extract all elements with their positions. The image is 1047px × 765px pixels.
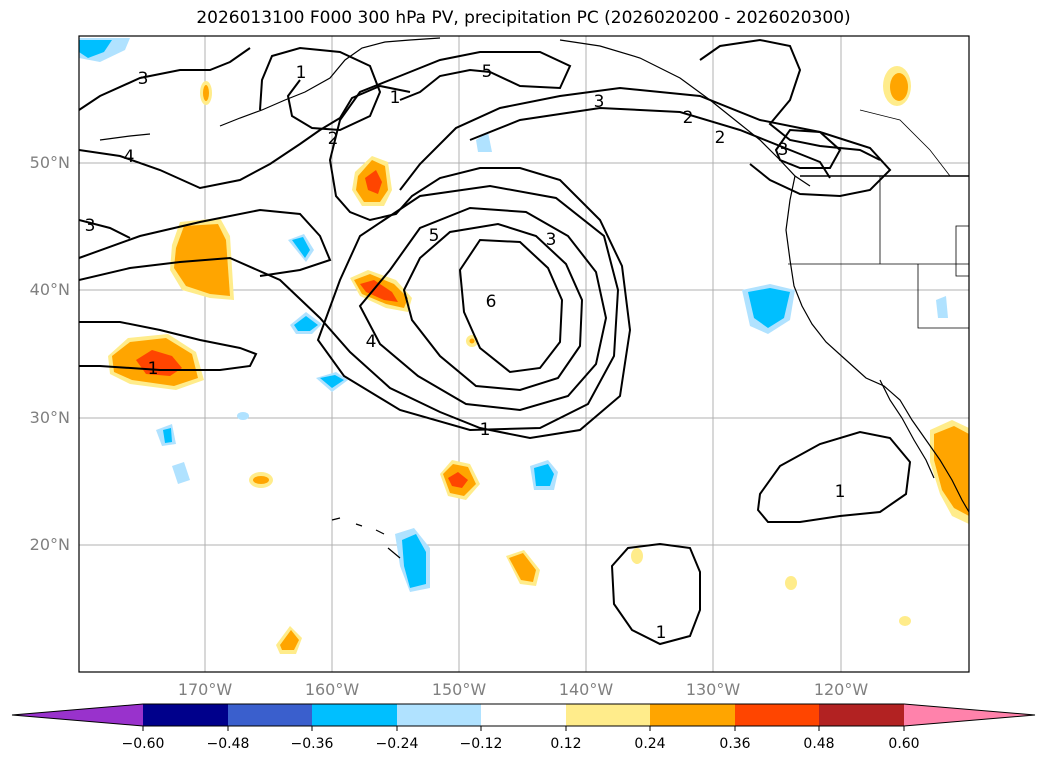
precip-negative-area xyxy=(163,428,172,443)
colorbar-segment xyxy=(650,704,735,726)
colorbar-segment xyxy=(397,704,481,726)
contour-label: 3 xyxy=(546,230,557,250)
colorbar-tick-label: 0.48 xyxy=(803,736,835,752)
precip-negative-area xyxy=(534,464,554,486)
precip-positive-area xyxy=(360,280,398,302)
lat-label: 40°N xyxy=(29,280,70,299)
colorbar-segment xyxy=(228,704,312,726)
colorbar-segment xyxy=(735,704,819,726)
colorbar-extend-low xyxy=(12,704,143,726)
precip-positive-area xyxy=(365,170,382,194)
contour-label: 6 xyxy=(486,292,497,312)
contour-label: 4 xyxy=(366,332,377,352)
colorbar-tick-label: −0.12 xyxy=(459,736,503,752)
contour-label: 5 xyxy=(429,226,440,246)
precip-positive-area xyxy=(509,553,536,582)
contour-label: 3 xyxy=(778,140,789,160)
map-frame xyxy=(78,35,970,673)
colorbar-segment xyxy=(481,704,566,726)
contour-label: 4 xyxy=(124,147,135,167)
contour-label-layer: 3 1 5 1 3 2 4 2 2 3 3 5 3 6 4 1 1 1 1 xyxy=(85,62,846,643)
lon-label: 140°W xyxy=(558,680,614,699)
precip-negative-area xyxy=(748,288,790,328)
colorbar-segment xyxy=(566,704,650,726)
precip-negative-area xyxy=(402,534,426,588)
colorbar-extend-high xyxy=(904,704,1035,726)
contour-label: 5 xyxy=(482,62,493,82)
contour-label: 3 xyxy=(85,216,96,236)
precip-positive-area xyxy=(899,616,911,626)
colorbar-tick-label: −0.24 xyxy=(375,736,419,752)
colorbar-tick-label: −0.48 xyxy=(206,736,250,752)
map-title: 2026013100 F000 300 hPa PV, precipitatio… xyxy=(196,8,851,28)
precip-positive-area xyxy=(203,85,209,101)
lat-label: 50°N xyxy=(29,153,70,172)
contour-label: 1 xyxy=(296,63,307,83)
precip-positive-area xyxy=(253,476,269,484)
lon-label: 150°W xyxy=(431,680,487,699)
contour-label: 2 xyxy=(683,108,694,128)
lon-label: 130°W xyxy=(685,680,741,699)
precip-shading xyxy=(79,38,969,654)
colorbar-tick-label: 0.36 xyxy=(719,736,751,752)
precip-positive-area xyxy=(280,630,299,650)
precip-negative-area xyxy=(936,296,948,318)
colorbar xyxy=(11,703,1036,731)
lon-label: 120°W xyxy=(813,680,869,699)
lon-label: 160°W xyxy=(304,680,360,699)
precip-negative-area xyxy=(79,40,112,58)
precip-negative-area xyxy=(476,132,492,152)
precip-positive-area xyxy=(469,338,475,344)
lat-label: 30°N xyxy=(29,408,70,427)
contour-label: 2 xyxy=(328,129,339,149)
colorbar-segment xyxy=(143,704,228,726)
pv-contours xyxy=(79,38,912,646)
precip-negative-area xyxy=(320,375,344,388)
colorbar-tick-label: 0.60 xyxy=(888,736,920,752)
precip-positive-area xyxy=(448,472,468,488)
contour-label: 2 xyxy=(715,128,726,148)
contour-label: 3 xyxy=(594,92,605,112)
contour-label: 1 xyxy=(656,623,667,643)
lat-label: 20°N xyxy=(29,535,70,554)
colorbar-tick-label: −0.36 xyxy=(290,736,334,752)
contour-label: 1 xyxy=(148,359,159,379)
colorbar-segment xyxy=(819,704,904,726)
contour-label: 1 xyxy=(390,88,401,108)
colorbar-tick-label: 0.12 xyxy=(550,736,582,752)
precip-positive-area xyxy=(934,426,969,516)
contour-label: 1 xyxy=(835,482,846,502)
contour-label: 1 xyxy=(480,420,491,440)
precip-positive-area xyxy=(785,576,797,590)
contour-label: 3 xyxy=(138,69,149,89)
precip-positive-area xyxy=(890,73,908,101)
precip-negative-area xyxy=(294,316,318,331)
colorbar-tick-label: 0.24 xyxy=(634,736,666,752)
colorbar-segment xyxy=(312,704,397,726)
precip-negative-area xyxy=(292,237,310,258)
precip-negative-area xyxy=(237,412,249,420)
precip-positive-area xyxy=(631,548,643,564)
lon-label: 170°W xyxy=(177,680,233,699)
precip-negative-area xyxy=(172,462,190,484)
colorbar-tick-label: −0.60 xyxy=(121,736,165,752)
